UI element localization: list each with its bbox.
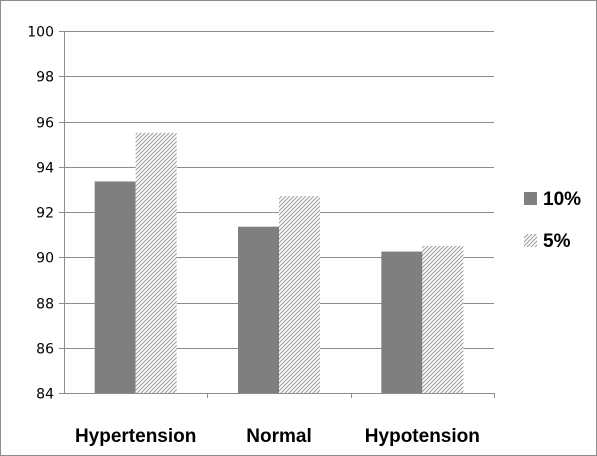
axes [59, 31, 495, 398]
bar-normal-5pct [279, 196, 320, 393]
y-tick-label: 92 [36, 206, 54, 222]
x-category-label: Hypertension [75, 426, 196, 447]
bar-hypotension-5pct [422, 245, 464, 393]
y-tick-label: 88 [36, 297, 54, 313]
legend-swatch-10pct [524, 192, 537, 205]
x-category-label: Hypotension [365, 426, 480, 447]
bar-hypertension-5pct [135, 132, 177, 393]
legend-swatch-5pct [524, 234, 537, 247]
bar-hypertension-10pct [94, 181, 136, 393]
x-category-labels: Hypertension Normal Hypotension [75, 426, 480, 447]
legend: 10% 5% [524, 189, 581, 252]
y-tick-label: 84 [36, 387, 54, 403]
bar-normal-10pct [238, 226, 279, 393]
x-category-label: Normal [246, 426, 311, 447]
y-tick-labels: 84 86 88 90 92 94 96 98 100 [27, 25, 54, 403]
y-tick-label: 94 [36, 161, 54, 177]
y-tick-label: 96 [36, 116, 54, 132]
bars [94, 132, 464, 393]
y-tick-label: 90 [36, 251, 54, 267]
y-tick-label: 98 [36, 70, 54, 86]
y-tick-label: 86 [36, 342, 54, 358]
legend-label-5pct: 5% [543, 231, 571, 252]
legend-label-10pct: 10% [543, 189, 581, 210]
bar-hypotension-10pct [381, 251, 423, 393]
y-tick-label: 100 [27, 25, 54, 41]
